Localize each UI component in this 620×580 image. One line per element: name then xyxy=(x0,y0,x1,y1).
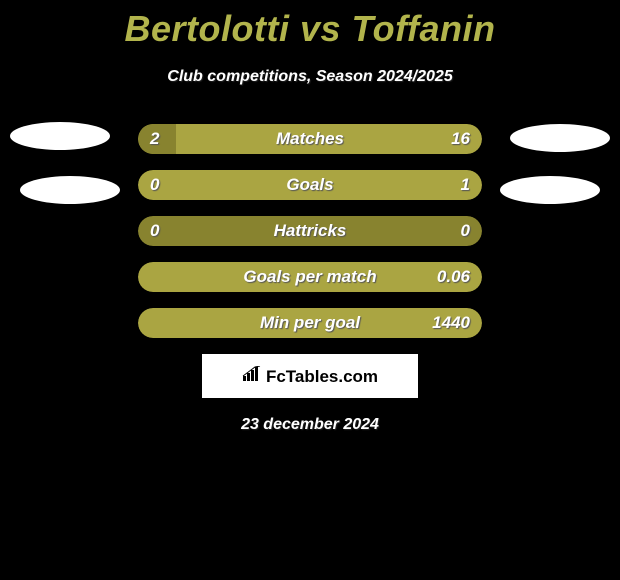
stat-label: Goals per match xyxy=(138,262,482,292)
bar-track: 1440Min per goal xyxy=(138,308,482,338)
stat-row: 00Hattricks xyxy=(0,216,620,246)
team-placeholder xyxy=(10,122,110,150)
date-text: 23 december 2024 xyxy=(0,416,620,434)
bar-track: 00Hattricks xyxy=(138,216,482,246)
stat-label: Matches xyxy=(138,124,482,154)
bar-track: 216Matches xyxy=(138,124,482,154)
stat-row: 1440Min per goal xyxy=(0,308,620,338)
team-placeholder xyxy=(500,176,600,204)
bar-track: 0.06Goals per match xyxy=(138,262,482,292)
stat-label: Hattricks xyxy=(138,216,482,246)
team-placeholder xyxy=(20,176,120,204)
logo-text: FcTables.com xyxy=(266,367,378,387)
page-title: Bertolotti vs Toffanin xyxy=(0,0,620,50)
comparison-chart: 216Matches 01Goals 00Hattricks 0.06Goals pe… xyxy=(0,124,620,338)
stat-row: 0.06Goals per match xyxy=(0,262,620,292)
stat-label: Goals xyxy=(138,170,482,200)
chart-icon xyxy=(242,366,262,382)
stat-label: Min per goal xyxy=(138,308,482,338)
team-placeholder xyxy=(510,124,610,152)
subtitle: Club competitions, Season 2024/2025 xyxy=(0,68,620,86)
logo-box[interactable]: FcTables.com xyxy=(202,354,418,398)
bar-track: 01Goals xyxy=(138,170,482,200)
